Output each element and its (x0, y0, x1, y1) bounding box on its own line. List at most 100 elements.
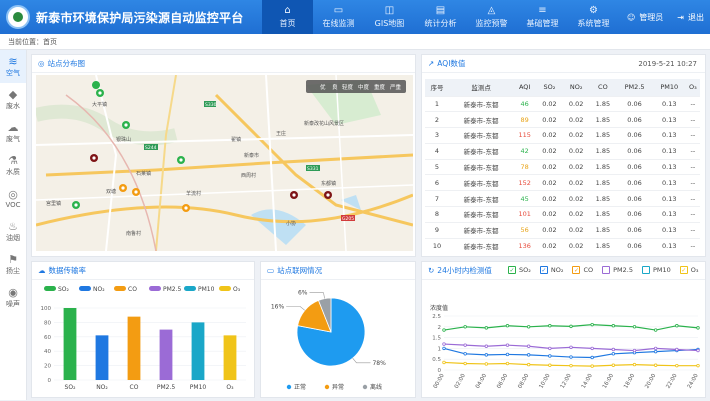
data-point[interactable] (611, 352, 616, 356)
data-point[interactable] (696, 326, 700, 330)
data-point[interactable] (442, 328, 446, 332)
data-point[interactable] (696, 363, 700, 368)
user-name[interactable]: 管理员 (639, 12, 664, 22)
data-point[interactable] (675, 363, 679, 368)
data-point[interactable] (463, 343, 467, 347)
data-point[interactable] (590, 346, 594, 351)
data-point[interactable] (590, 322, 594, 327)
data-point[interactable] (526, 353, 531, 357)
data-point[interactable] (484, 344, 489, 348)
data-point[interactable] (590, 364, 594, 368)
data-point[interactable] (696, 348, 700, 353)
checkbox[interactable] (602, 266, 611, 274)
data-point[interactable] (611, 324, 616, 328)
table-row[interactable]: 2 新泰市-东都 89 0.02 0.02 1.85 0.06 0.13 -- (425, 111, 700, 128)
sidebar-item-water-quality[interactable]: ⚗ 水质 (6, 153, 20, 176)
checkbox[interactable]: ✓ (679, 266, 688, 274)
site-map[interactable]: S330 S244 S331 G205 大平镇 银珠山 石莱镇 新泰改花山风景区… (36, 75, 413, 251)
pie-slice[interactable] (317, 297, 332, 333)
data-point[interactable] (569, 345, 573, 350)
checkbox[interactable] (641, 266, 650, 274)
bar[interactable] (191, 322, 205, 380)
data-point[interactable] (569, 363, 573, 368)
checkbox[interactable]: ✓ (508, 266, 516, 274)
site-marker[interactable] (119, 184, 127, 192)
site-marker[interactable] (182, 204, 190, 212)
data-point[interactable] (653, 346, 658, 351)
data-point[interactable] (505, 361, 510, 366)
sidebar-item-air[interactable]: ≋ 空气 (0, 50, 26, 83)
site-marker[interactable] (290, 191, 298, 199)
nav-online-monitoring[interactable]: ▭ 在线监测 (322, 5, 355, 28)
table-row[interactable]: 9 新泰市-东都 56 0.02 0.02 1.85 0.06 0.13 -- (425, 221, 700, 239)
site-marker[interactable] (132, 188, 140, 196)
nav-gis-map[interactable]: ◫ GIS地图 (374, 5, 405, 28)
data-point[interactable] (442, 360, 446, 365)
nav-statistics[interactable]: ▤ 统计分析 (424, 5, 457, 28)
site-marker[interactable] (72, 201, 80, 209)
trend-legend-item[interactable]: ✓ O₃ (679, 266, 699, 274)
logout-button[interactable]: 退出 (688, 12, 704, 22)
data-point[interactable] (484, 353, 489, 357)
trend-legend-item[interactable]: ✓ NO₂ (539, 266, 563, 274)
site-marker[interactable] (92, 81, 104, 99)
trend-legend-item[interactable]: ✓ SO₂ (508, 266, 531, 274)
data-point[interactable] (505, 324, 510, 328)
data-point[interactable] (505, 343, 510, 347)
data-point[interactable] (653, 363, 658, 367)
data-point[interactable] (484, 326, 489, 330)
data-point[interactable] (484, 362, 489, 366)
data-point[interactable] (569, 355, 573, 359)
data-point[interactable] (548, 363, 552, 367)
data-point[interactable] (632, 325, 637, 329)
table-row[interactable]: 8 新泰市-东都 101 0.02 0.02 1.85 0.06 0.13 -- (425, 206, 700, 223)
site-marker[interactable] (122, 121, 130, 129)
data-point[interactable] (548, 354, 552, 358)
data-point[interactable] (526, 325, 531, 329)
trend-legend-item[interactable]: PM10 (641, 266, 671, 274)
checkbox[interactable]: ✓ (539, 266, 548, 274)
sidebar-item-voc[interactable]: ◎ VOC (5, 187, 21, 209)
data-point[interactable] (569, 324, 573, 329)
data-point[interactable] (548, 346, 552, 351)
data-point[interactable] (611, 363, 616, 367)
bar[interactable] (223, 335, 237, 380)
bar[interactable] (127, 316, 141, 380)
sidebar-item-wastewater[interactable]: ◆ 废水 (6, 87, 20, 110)
data-point[interactable] (590, 355, 594, 360)
nav-home[interactable]: ⌂ 首页 (262, 0, 313, 34)
data-point[interactable] (526, 344, 531, 348)
trend-legend-item[interactable]: PM2.5 (602, 266, 633, 274)
table-row[interactable]: 7 新泰市-东都 45 0.02 0.02 1.85 0.06 0.13 -- (425, 190, 700, 207)
data-point[interactable] (463, 352, 467, 356)
data-point[interactable] (653, 349, 658, 354)
data-point[interactable] (463, 325, 467, 329)
nav-system-management[interactable]: ⚙ 系统管理 (577, 5, 610, 28)
data-point[interactable] (442, 346, 446, 351)
bar[interactable] (95, 335, 109, 380)
nav-basic-management[interactable]: ≡ 基础管理 (526, 5, 559, 28)
site-marker[interactable] (324, 191, 332, 199)
bar[interactable] (159, 329, 173, 380)
site-marker[interactable] (177, 156, 185, 164)
sidebar-item-fume[interactable]: ♨ 油烟 (6, 219, 20, 242)
nav-alerts[interactable]: ◬ 监控预警 (475, 5, 508, 28)
sidebar-item-dust[interactable]: ⚑ 扬尘 (6, 252, 20, 275)
data-point[interactable] (526, 362, 531, 367)
checkbox[interactable]: ✓ (572, 266, 581, 274)
bar[interactable] (63, 308, 77, 380)
data-point[interactable] (675, 324, 679, 328)
site-marker[interactable] (90, 154, 98, 162)
data-point[interactable] (611, 347, 616, 352)
data-point[interactable] (442, 342, 446, 346)
table-row[interactable]: 1 新泰市-东都 46 0.02 0.02 1.85 0.06 0.13 -- (425, 95, 700, 112)
trend-legend-item[interactable]: ✓ CO (572, 266, 593, 274)
table-row[interactable]: 4 新泰市-东都 42 0.02 0.02 1.85 0.06 0.13 -- (425, 142, 700, 160)
data-point[interactable] (548, 324, 552, 328)
data-point[interactable] (632, 362, 637, 367)
table-row[interactable]: 5 新泰市-东都 78 0.02 0.02 1.85 0.06 0.13 -- (425, 158, 700, 175)
table-row[interactable]: 3 新泰市-东都 115 0.02 0.02 1.85 0.06 0.13 -- (425, 127, 700, 144)
data-point[interactable] (505, 352, 510, 357)
sidebar-item-noise[interactable]: ◉ 噪声 (6, 285, 20, 308)
data-point[interactable] (632, 348, 637, 353)
